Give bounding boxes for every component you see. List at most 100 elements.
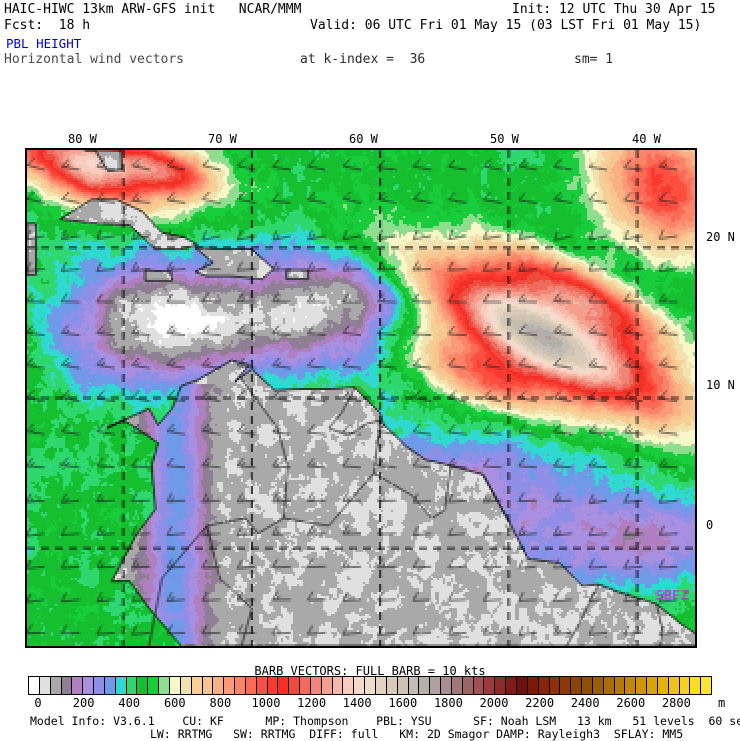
barb-legend-note: BARB VECTORS: FULL BARB = 10 kts <box>254 664 486 678</box>
colorbar-swatch <box>39 677 51 694</box>
colorbar-swatch <box>321 677 333 694</box>
pbl-height-heatmap <box>27 150 695 646</box>
colorbar-swatch <box>647 677 658 694</box>
colorbar-swatch <box>473 677 485 694</box>
lat-tick-label-0: 20 N <box>706 230 735 244</box>
field-name-label: PBL HEIGHT <box>6 36 82 51</box>
colorbar-swatch <box>191 677 203 694</box>
model-title: HAIC-HIWC 13km ARW-GFS init NCAR/MMM <box>4 2 302 17</box>
colorbar-swatch <box>582 677 593 694</box>
colorbar-tick-2600: 2600 <box>616 696 646 710</box>
model-info-line-1: Model Info: V3.6.1 CU: KF MP: Thompson P… <box>30 714 740 728</box>
k-index-label: at k-index = 36 <box>300 52 426 67</box>
colorbar[interactable] <box>28 676 712 695</box>
colorbar-swatch <box>365 677 376 694</box>
colorbar-swatch <box>571 677 583 694</box>
colorbar-swatch <box>668 677 680 694</box>
colorbar-swatch <box>657 677 669 694</box>
lon-tick-label-2: 60 W <box>349 132 378 146</box>
forecast-hour: Fcst: 18 h <box>4 18 91 33</box>
smoothing-label: sm= 1 <box>574 52 614 67</box>
colorbar-swatch <box>386 677 398 694</box>
colorbar-swatch <box>538 677 550 694</box>
colorbar-swatch <box>376 677 387 694</box>
lon-tick-label-4: 40 W <box>632 132 661 146</box>
lat-tick-label-2: 0 <box>706 518 714 532</box>
colorbar-tick-2400: 2400 <box>570 696 600 710</box>
colorbar-swatch <box>310 677 322 694</box>
colorbar-tick-200: 200 <box>72 696 95 710</box>
colorbar-swatch <box>83 677 95 694</box>
colorbar-tick-1000: 1000 <box>251 696 281 710</box>
colorbar-swatch <box>679 677 691 694</box>
colorbar-swatch <box>419 677 431 694</box>
colorbar-swatch <box>104 677 116 694</box>
colorbar-swatch <box>527 677 539 694</box>
colorbar-swatch <box>462 677 474 694</box>
colorbar-swatch <box>495 677 507 694</box>
colorbar-tick-600: 600 <box>163 696 186 710</box>
lat-tick-label-1: 10 N <box>706 378 735 392</box>
colorbar-swatch <box>72 677 84 694</box>
colorbar-ticks: 0 200 400 600 800 1000 1200 1400 1600 1800 2000 220… <box>28 696 712 712</box>
colorbar-swatch <box>245 677 257 694</box>
colorbar-swatch <box>202 677 214 694</box>
colorbar-swatch <box>592 677 604 694</box>
lon-tick-label-3: 50 W <box>490 132 519 146</box>
colorbar-tick-1600: 1600 <box>388 696 418 710</box>
colorbar-swatch <box>451 677 463 694</box>
lon-tick-label-0: 80 W <box>68 132 97 146</box>
colorbar-tick-2800: 2800 <box>661 696 691 710</box>
lon-tick-label-1: 70 W <box>208 132 237 146</box>
colorbar-swatch <box>397 677 409 694</box>
colorbar-swatch <box>343 677 355 694</box>
colorbar-swatch <box>636 677 648 694</box>
colorbar-swatch <box>430 677 442 694</box>
colorbar-swatch <box>701 677 712 694</box>
vector-description: Horizontal wind vectors <box>4 52 185 67</box>
colorbar-swatch <box>484 677 496 694</box>
colorbar-swatch <box>267 677 279 694</box>
colorbar-swatch <box>516 677 528 694</box>
colorbar-swatch <box>235 677 246 694</box>
colorbar-swatch <box>625 677 637 694</box>
colorbar-swatch <box>115 677 127 694</box>
colorbar-swatch <box>50 677 62 694</box>
valid-time: Valid: 06 UTC Fri 01 May 15 (03 LST Fri … <box>310 18 702 33</box>
colorbar-swatch <box>256 677 268 694</box>
map-plot-area[interactable] <box>25 148 697 648</box>
colorbar-swatch <box>614 677 626 694</box>
colorbar-tick-0: 0 <box>34 696 42 710</box>
colorbar-unit: m <box>718 696 726 710</box>
colorbar-swatch <box>506 677 517 694</box>
colorbar-swatch <box>137 677 149 694</box>
colorbar-swatch <box>332 677 344 694</box>
colorbar-tick-2200: 2200 <box>525 696 555 710</box>
colorbar-swatch <box>278 677 290 694</box>
init-time: Init: 12 UTC Thu 30 Apr 15 <box>512 2 716 17</box>
colorbar-swatch <box>169 677 181 694</box>
colorbar-swatch <box>126 677 138 694</box>
colorbar-tick-1800: 1800 <box>433 696 463 710</box>
colorbar-swatch <box>180 677 192 694</box>
colorbar-swatch <box>61 677 73 694</box>
colorbar-swatch <box>213 677 225 694</box>
colorbar-tick-400: 400 <box>118 696 141 710</box>
colorbar-swatch <box>300 677 311 694</box>
colorbar-swatch <box>549 677 561 694</box>
colorbar-swatch <box>690 677 702 694</box>
model-info-line-2: LW: RRTMG SW: RRTMG DIFF: full KM: 2D Sm… <box>150 727 684 741</box>
colorbar-swatch <box>289 677 301 694</box>
colorbar-swatch <box>29 677 40 694</box>
colorbar-tick-2000: 2000 <box>479 696 509 710</box>
colorbar-swatch <box>94 677 105 694</box>
colorbar-swatch <box>560 677 572 694</box>
colorbar-swatch <box>159 677 170 694</box>
colorbar-swatch <box>148 677 160 694</box>
colorbar-swatch <box>603 677 615 694</box>
colorbar-tick-1400: 1400 <box>342 696 372 710</box>
colorbar-swatch <box>224 677 236 694</box>
colorbar-tick-800: 800 <box>209 696 232 710</box>
colorbar-tick-1200: 1200 <box>297 696 327 710</box>
colorbar-swatch <box>354 677 366 694</box>
